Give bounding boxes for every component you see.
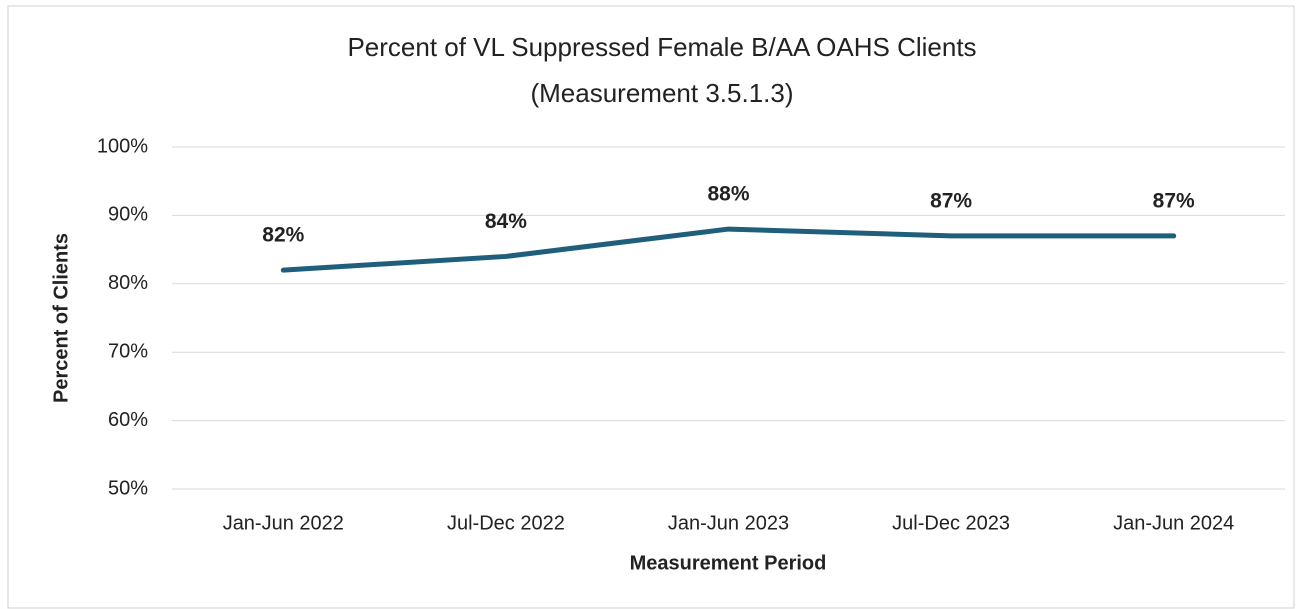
chart-subtitle: (Measurement 3.5.1.3): [530, 78, 793, 108]
x-tick-label: Jan-Jun 2022: [223, 512, 344, 534]
data-label: 87%: [1153, 189, 1195, 212]
x-tick-label: Jan-Jun 2023: [668, 512, 789, 534]
y-tick-label: 70%: [108, 340, 148, 362]
data-label: 87%: [930, 189, 972, 212]
y-tick-label: 50%: [108, 477, 148, 499]
line: [280, 226, 1177, 273]
x-tick-label: Jul-Dec 2023: [892, 512, 1010, 534]
y-tick-label: 90%: [108, 204, 148, 226]
x-axis-label: Measurement Period: [630, 552, 827, 574]
chart-border: [7, 5, 1295, 609]
data-label: 88%: [707, 183, 749, 206]
y-tick-label: 80%: [108, 272, 148, 294]
x-tick-label: Jan-Jun 2024: [1113, 512, 1234, 534]
y-axis-label: Percent of Clients: [50, 233, 72, 403]
y-tick-label: 100%: [97, 135, 148, 157]
x-tick-label: Jul-Dec 2022: [447, 512, 565, 534]
data-label: 82%: [262, 224, 304, 247]
y-tick-label: 60%: [108, 409, 148, 431]
chart-title: Percent of VL Suppressed Female B/AA OAH…: [347, 32, 976, 62]
data-label: 84%: [485, 210, 527, 233]
